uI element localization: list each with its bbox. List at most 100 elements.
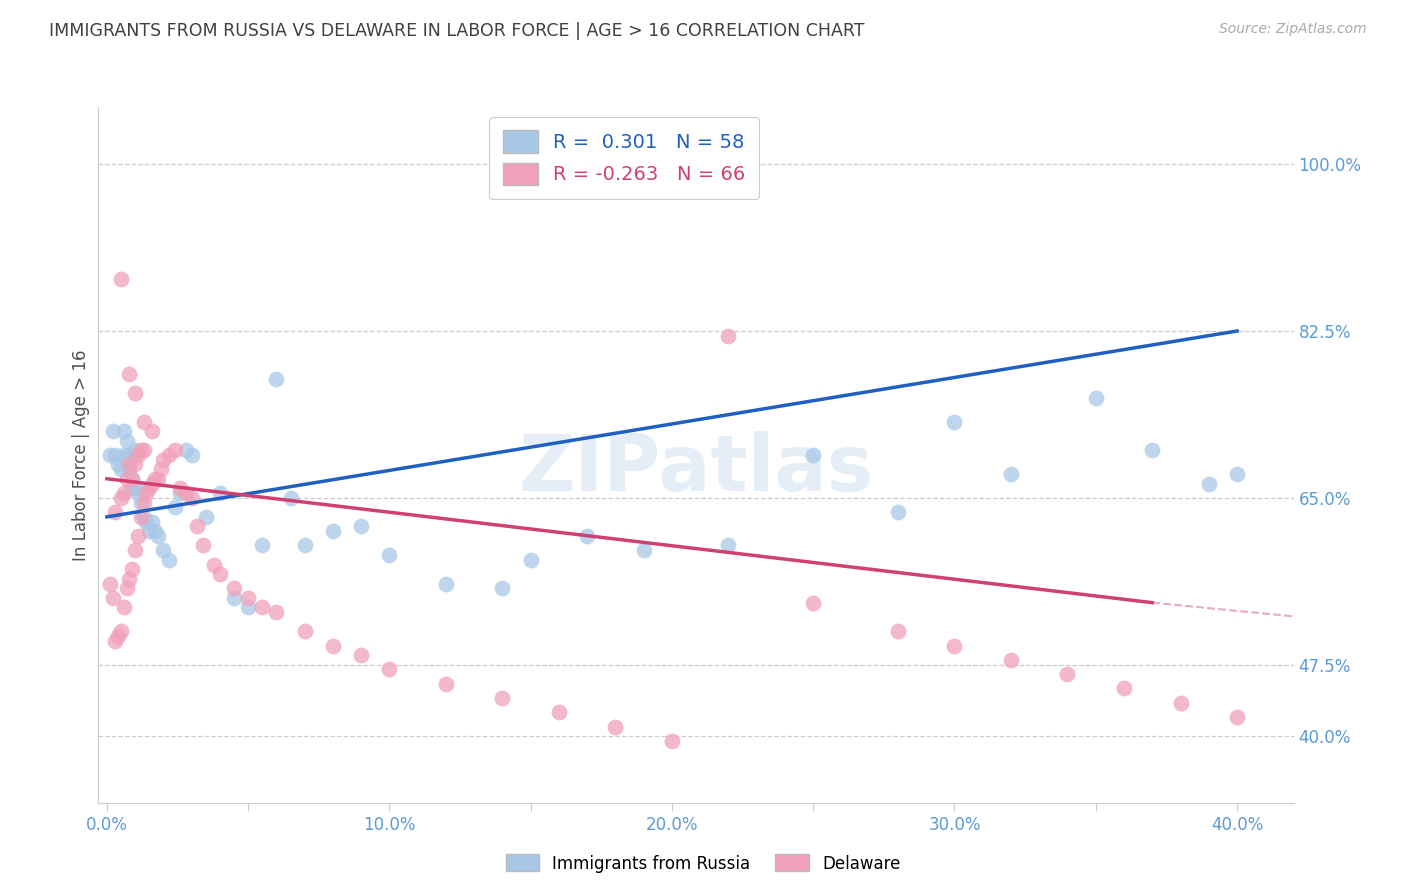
Point	[149, 462, 172, 476]
Point	[141, 515, 163, 529]
Point	[121, 562, 143, 576]
Legend: Immigrants from Russia, Delaware: Immigrants from Russia, Delaware	[499, 847, 907, 880]
Point	[717, 539, 740, 553]
Point	[135, 486, 157, 500]
Point	[194, 509, 217, 524]
Point	[132, 443, 155, 458]
Point	[350, 519, 373, 533]
Point	[238, 591, 260, 605]
Point	[801, 596, 824, 610]
Point	[605, 720, 627, 734]
Point	[110, 491, 132, 505]
Point	[110, 462, 132, 476]
Point	[491, 690, 513, 705]
Point	[127, 448, 149, 462]
Point	[378, 662, 401, 676]
Point	[350, 648, 373, 662]
Point	[294, 624, 316, 639]
Point	[146, 529, 169, 543]
Point	[110, 271, 132, 285]
Point	[434, 676, 457, 690]
Point	[132, 509, 155, 524]
Point	[124, 386, 146, 401]
Point	[717, 328, 740, 343]
Point	[222, 582, 245, 596]
Point	[202, 558, 225, 572]
Point	[1000, 467, 1022, 481]
Point	[169, 481, 191, 495]
Point	[661, 734, 683, 748]
Point	[129, 495, 152, 509]
Point	[121, 472, 143, 486]
Point	[280, 491, 302, 505]
Text: Source: ZipAtlas.com: Source: ZipAtlas.com	[1219, 22, 1367, 37]
Point	[118, 572, 141, 586]
Point	[1226, 467, 1249, 481]
Point	[322, 639, 344, 653]
Point	[180, 491, 202, 505]
Point	[208, 567, 231, 582]
Point	[576, 529, 599, 543]
Point	[519, 553, 541, 567]
Point	[112, 448, 135, 462]
Point	[146, 472, 169, 486]
Point	[124, 543, 146, 558]
Point	[98, 448, 121, 462]
Point	[132, 415, 155, 429]
Point	[378, 548, 401, 562]
Point	[491, 582, 513, 596]
Point	[157, 553, 180, 567]
Point	[943, 639, 966, 653]
Point	[208, 486, 231, 500]
Point	[112, 486, 135, 500]
Point	[115, 582, 138, 596]
Point	[163, 500, 186, 515]
Point	[186, 519, 208, 533]
Point	[141, 424, 163, 438]
Point	[1056, 667, 1078, 681]
Point	[101, 591, 124, 605]
Point	[1084, 391, 1107, 405]
Point	[115, 472, 138, 486]
Point	[127, 486, 149, 500]
Point	[110, 624, 132, 639]
Point	[238, 600, 260, 615]
Point	[943, 415, 966, 429]
Point	[252, 600, 274, 615]
Point	[157, 448, 180, 462]
Point	[887, 505, 910, 519]
Point	[143, 524, 166, 538]
Point	[107, 458, 129, 472]
Point	[121, 472, 143, 486]
Legend: R =  0.301   N = 58, R = -0.263   N = 66: R = 0.301 N = 58, R = -0.263 N = 66	[489, 117, 759, 199]
Point	[141, 476, 163, 491]
Point	[98, 576, 121, 591]
Point	[152, 452, 174, 467]
Point	[118, 367, 141, 381]
Point	[1198, 476, 1220, 491]
Point	[104, 633, 127, 648]
Point	[101, 424, 124, 438]
Point	[152, 543, 174, 558]
Point	[135, 515, 157, 529]
Point	[633, 543, 655, 558]
Point	[434, 576, 457, 591]
Point	[118, 458, 141, 472]
Point	[887, 624, 910, 639]
Point	[163, 443, 186, 458]
Point	[104, 448, 127, 462]
Point	[104, 505, 127, 519]
Point	[222, 591, 245, 605]
Point	[121, 481, 143, 495]
Point	[118, 462, 141, 476]
Point	[124, 458, 146, 472]
Point	[548, 705, 571, 719]
Point	[266, 605, 288, 619]
Point	[129, 443, 152, 458]
Point	[801, 448, 824, 462]
Point	[118, 448, 141, 462]
Point	[127, 529, 149, 543]
Text: ZIPatlas: ZIPatlas	[519, 431, 873, 507]
Point	[174, 486, 197, 500]
Y-axis label: In Labor Force | Age > 16: In Labor Force | Age > 16	[72, 349, 90, 561]
